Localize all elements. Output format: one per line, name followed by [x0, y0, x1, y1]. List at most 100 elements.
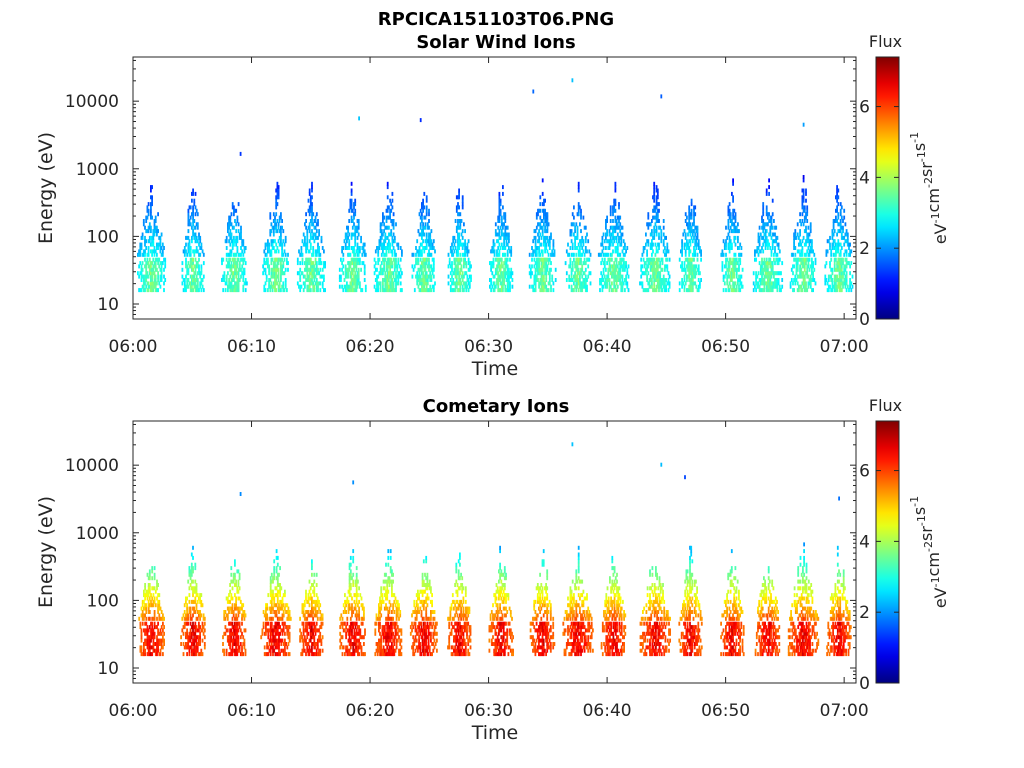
- heatmap-cell: [189, 569, 192, 574]
- heatmap-cell: [580, 281, 582, 286]
- heatmap-cell: [664, 284, 666, 289]
- heatmap-cell: [728, 246, 731, 250]
- heatmap-cell: [321, 246, 324, 250]
- heatmap-cell: [356, 274, 359, 279]
- x-tick-label: 06:10: [227, 337, 276, 357]
- heatmap-cell: [609, 284, 612, 289]
- heatmap-cell: [459, 278, 462, 282]
- heatmap-cell: [223, 631, 226, 636]
- heatmap-cell: [733, 271, 736, 276]
- heatmap-cell: [299, 284, 302, 289]
- heatmap-cell: [306, 274, 309, 279]
- heatmap-cell: [600, 278, 603, 282]
- heatmap-cell: [539, 222, 542, 227]
- heatmap-cell: [581, 288, 584, 293]
- heatmap-cell: [643, 261, 646, 266]
- heatmap-cell: [147, 628, 150, 633]
- heatmap-cell: [577, 278, 580, 282]
- heatmap-cell: [803, 267, 806, 272]
- heatmap-cell: [193, 264, 196, 269]
- heatmap-cell: [789, 284, 792, 289]
- heatmap-cell: [234, 267, 236, 272]
- heatmap-cell: [466, 252, 469, 257]
- heatmap-cell: [353, 252, 355, 257]
- heatmap-cell: [694, 264, 697, 269]
- heatmap-cell: [390, 257, 393, 262]
- heatmap-cell: [802, 278, 805, 282]
- heatmap-cell: [765, 212, 768, 217]
- heatmap-cell: [840, 271, 843, 276]
- heatmap-cell: [425, 246, 428, 250]
- heatmap-cell: [312, 252, 315, 257]
- heatmap-cell: [193, 610, 196, 614]
- heatmap-cell: [792, 252, 794, 257]
- heatmap-cell: [417, 261, 420, 266]
- heatmap-cell: [151, 586, 154, 591]
- heatmap-cell: [833, 267, 836, 272]
- heatmap-cell: [236, 284, 239, 289]
- heatmap-cell: [606, 261, 608, 266]
- heatmap-cell: [157, 648, 159, 653]
- heatmap-cell: [686, 246, 688, 250]
- heatmap-cell: [759, 264, 762, 269]
- heatmap-cell: [768, 274, 770, 279]
- heatmap-cell: [195, 589, 198, 594]
- heatmap-cell: [455, 284, 458, 289]
- heatmap-cell: [583, 281, 586, 286]
- heatmap-cell: [459, 242, 462, 247]
- heatmap-cell: [570, 271, 573, 276]
- heatmap-cell: [734, 264, 737, 269]
- heatmap-cell: [425, 261, 428, 266]
- heatmap-cell: [411, 264, 414, 269]
- heatmap-cell: [546, 264, 549, 269]
- heatmap-cell: [235, 229, 238, 234]
- heatmap-cell: [647, 257, 650, 262]
- heatmap-cell: [508, 246, 510, 250]
- heatmap-cell: [188, 635, 191, 640]
- heatmap-cell: [812, 271, 814, 276]
- heatmap-cell: [599, 278, 601, 282]
- heatmap-cell: [139, 242, 142, 247]
- heatmap-cell: [681, 261, 683, 266]
- heatmap-cell: [801, 219, 804, 223]
- heatmap-cell: [397, 257, 400, 262]
- heatmap-cell: [391, 242, 394, 247]
- heatmap-cell: [349, 202, 352, 207]
- heatmap-cell: [607, 239, 610, 244]
- heatmap-cell: [696, 288, 699, 293]
- heatmap-cell: [390, 278, 393, 282]
- heatmap-cell: [503, 278, 505, 282]
- heatmap-cell: [615, 281, 618, 286]
- heatmap-cell: [659, 278, 662, 282]
- heatmap-cell: [276, 195, 279, 200]
- heatmap-cell: [543, 202, 545, 207]
- heatmap-cell: [312, 267, 315, 272]
- heatmap-cell: [395, 278, 397, 282]
- heatmap-cell: [573, 288, 575, 293]
- heatmap-cell: [307, 261, 310, 266]
- heatmap-cell: [185, 645, 187, 650]
- heatmap-cell: [574, 264, 576, 269]
- heatmap-cell: [455, 257, 458, 262]
- heatmap-cell: [350, 288, 353, 293]
- heatmap-cell: [723, 264, 726, 269]
- heatmap-cell: [243, 257, 246, 262]
- heatmap-cell: [356, 261, 359, 266]
- heatmap-cell: [658, 246, 660, 250]
- heatmap-cell: [237, 606, 240, 611]
- heatmap-cell: [721, 264, 724, 269]
- heatmap-cell: [346, 225, 348, 230]
- heatmap-cell: [386, 278, 389, 282]
- heatmap-cell: [357, 219, 360, 223]
- heatmap-cell: [538, 235, 540, 240]
- heatmap-cell: [622, 239, 625, 244]
- heatmap-cell: [768, 219, 770, 223]
- heatmap-cell: [284, 281, 287, 286]
- heatmap-cell: [426, 222, 429, 227]
- heatmap-cell: [761, 278, 763, 282]
- heatmap-cell: [235, 579, 237, 584]
- heatmap-cell: [380, 229, 383, 234]
- heatmap-cell: [763, 281, 766, 286]
- heatmap-cell: [421, 281, 423, 286]
- heatmap-cell: [237, 229, 240, 234]
